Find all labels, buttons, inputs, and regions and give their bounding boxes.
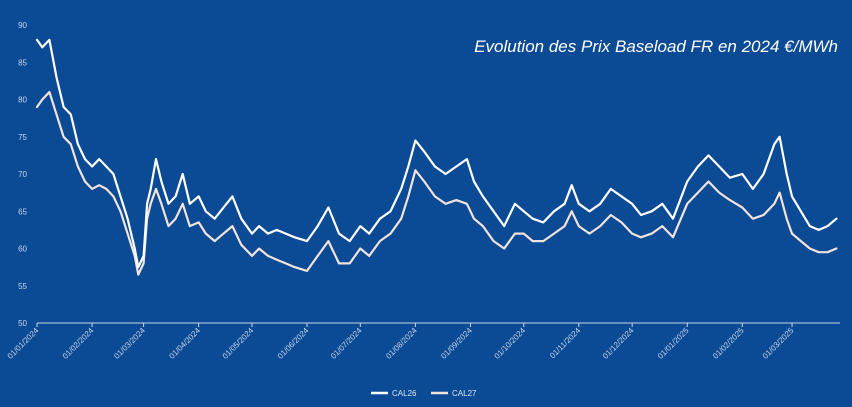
y-axis: 50 55 60 65 70 75 80 85 90 — [18, 21, 27, 328]
y-tick-label: 70 — [18, 170, 27, 179]
y-tick-label: 85 — [18, 58, 27, 67]
y-tick-label: 75 — [18, 133, 27, 142]
series-line-cal27 — [35, 90, 838, 276]
y-tick-label: 55 — [18, 282, 27, 291]
y-tick-label: 50 — [18, 319, 27, 328]
y-tick-label: 80 — [18, 96, 27, 105]
legend-label-cal26: CAL26 — [392, 389, 417, 398]
y-tick-label: 90 — [18, 21, 27, 30]
y-tick-label: 65 — [18, 207, 27, 216]
legend-label-cal27: CAL27 — [452, 389, 477, 398]
series-line-cal26 — [35, 38, 838, 269]
series-layer — [35, 38, 838, 276]
legend: CAL26 CAL27 — [371, 389, 477, 398]
y-tick-label: 60 — [18, 245, 27, 254]
chart-title: Evolution des Prix Baseload FR en 2024 €… — [474, 37, 838, 56]
